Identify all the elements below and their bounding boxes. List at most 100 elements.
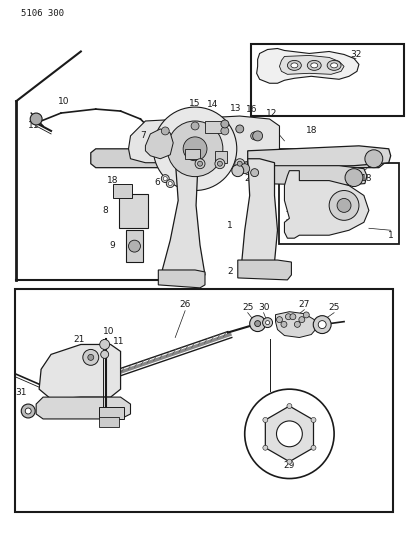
Circle shape bbox=[251, 132, 259, 140]
Ellipse shape bbox=[307, 60, 321, 70]
Text: 12: 12 bbox=[266, 109, 277, 118]
Circle shape bbox=[365, 150, 383, 168]
Circle shape bbox=[255, 321, 261, 327]
Circle shape bbox=[21, 404, 35, 418]
Ellipse shape bbox=[287, 60, 302, 70]
Bar bbox=[251, 44, 404, 116]
Circle shape bbox=[236, 125, 244, 133]
Polygon shape bbox=[265, 406, 313, 462]
Polygon shape bbox=[248, 146, 391, 168]
Circle shape bbox=[129, 240, 140, 252]
Circle shape bbox=[232, 165, 244, 176]
Circle shape bbox=[251, 168, 259, 176]
Circle shape bbox=[161, 175, 169, 183]
Text: 18: 18 bbox=[361, 174, 373, 183]
Circle shape bbox=[337, 198, 351, 212]
Circle shape bbox=[286, 314, 291, 320]
Text: 5106 300: 5106 300 bbox=[21, 9, 64, 18]
Text: 14: 14 bbox=[207, 100, 219, 109]
Text: 25: 25 bbox=[242, 303, 253, 312]
Polygon shape bbox=[284, 171, 369, 238]
Text: 32: 32 bbox=[350, 50, 361, 59]
Circle shape bbox=[318, 321, 326, 328]
Circle shape bbox=[299, 317, 305, 322]
Text: 15: 15 bbox=[189, 99, 201, 108]
Text: 1: 1 bbox=[227, 221, 233, 230]
Text: 17: 17 bbox=[177, 139, 189, 147]
Circle shape bbox=[263, 445, 268, 450]
Circle shape bbox=[195, 159, 205, 168]
Circle shape bbox=[191, 122, 199, 130]
Text: 18: 18 bbox=[306, 126, 317, 135]
Text: 5: 5 bbox=[160, 171, 166, 180]
Circle shape bbox=[277, 421, 302, 447]
Text: 9: 9 bbox=[110, 240, 115, 249]
Bar bbox=[185, 149, 200, 159]
Circle shape bbox=[163, 176, 167, 181]
Text: 8: 8 bbox=[103, 206, 109, 215]
Ellipse shape bbox=[291, 63, 298, 68]
Bar bbox=[215, 151, 227, 163]
Circle shape bbox=[281, 321, 287, 327]
Polygon shape bbox=[36, 397, 131, 419]
Circle shape bbox=[101, 350, 109, 358]
Text: 19: 19 bbox=[107, 416, 118, 425]
Text: 27: 27 bbox=[299, 300, 310, 309]
Circle shape bbox=[250, 316, 266, 332]
Text: 26: 26 bbox=[180, 300, 191, 309]
Bar bbox=[119, 193, 149, 228]
Polygon shape bbox=[39, 344, 121, 399]
Circle shape bbox=[217, 161, 222, 166]
Circle shape bbox=[215, 159, 225, 168]
Circle shape bbox=[161, 127, 169, 135]
Text: 13: 13 bbox=[230, 103, 242, 112]
Circle shape bbox=[329, 190, 359, 220]
Circle shape bbox=[263, 417, 268, 423]
Polygon shape bbox=[259, 166, 367, 185]
Circle shape bbox=[313, 316, 331, 334]
Polygon shape bbox=[238, 260, 291, 280]
Bar bbox=[15, 289, 393, 512]
Text: 33: 33 bbox=[363, 161, 375, 170]
Text: 23: 23 bbox=[264, 123, 275, 132]
Polygon shape bbox=[145, 129, 173, 159]
Circle shape bbox=[263, 318, 273, 328]
Text: 10: 10 bbox=[58, 96, 69, 106]
Circle shape bbox=[345, 168, 363, 187]
Circle shape bbox=[311, 417, 316, 423]
Text: 25: 25 bbox=[328, 303, 340, 312]
Polygon shape bbox=[158, 270, 205, 288]
Circle shape bbox=[311, 445, 316, 450]
Bar bbox=[205, 121, 225, 133]
Text: 4: 4 bbox=[190, 164, 196, 173]
Circle shape bbox=[83, 350, 99, 365]
Circle shape bbox=[295, 321, 300, 327]
Circle shape bbox=[287, 403, 292, 408]
Polygon shape bbox=[162, 159, 205, 278]
Text: 21: 21 bbox=[73, 335, 84, 344]
Polygon shape bbox=[91, 149, 384, 168]
Circle shape bbox=[290, 314, 296, 320]
Bar bbox=[99, 417, 119, 427]
Text: 18: 18 bbox=[107, 176, 118, 185]
Polygon shape bbox=[275, 312, 317, 337]
Text: 24: 24 bbox=[216, 144, 228, 154]
Ellipse shape bbox=[311, 63, 318, 68]
Text: 7: 7 bbox=[140, 132, 146, 140]
Circle shape bbox=[183, 137, 207, 161]
Text: 11: 11 bbox=[113, 337, 124, 346]
Circle shape bbox=[245, 389, 334, 479]
Circle shape bbox=[277, 317, 282, 322]
Polygon shape bbox=[279, 55, 344, 74]
Bar bbox=[279, 163, 399, 244]
Circle shape bbox=[235, 159, 245, 168]
Text: 30: 30 bbox=[258, 303, 269, 312]
Text: 16: 16 bbox=[246, 104, 257, 114]
Circle shape bbox=[221, 120, 229, 128]
Text: 22: 22 bbox=[244, 174, 255, 183]
Text: 6: 6 bbox=[155, 178, 160, 187]
Text: 4: 4 bbox=[234, 164, 239, 173]
Bar bbox=[99, 407, 124, 419]
Bar bbox=[126, 230, 144, 262]
Circle shape bbox=[88, 354, 94, 360]
